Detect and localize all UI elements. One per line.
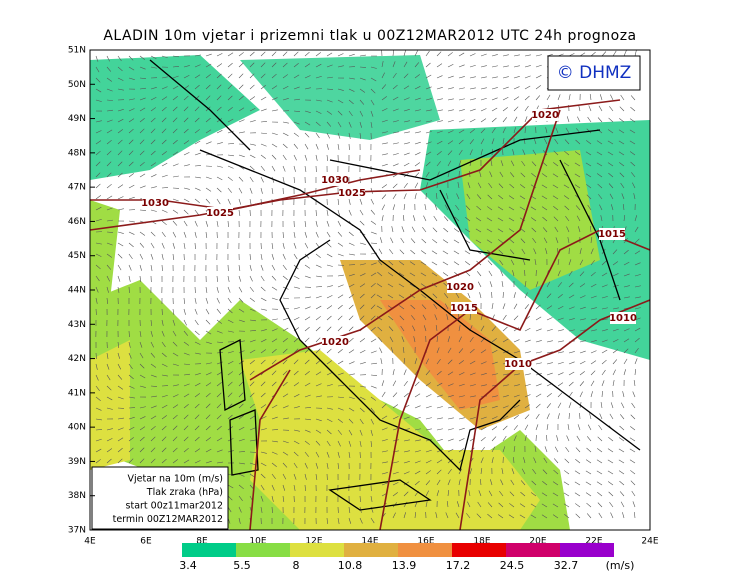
color-segment — [398, 543, 452, 557]
colorbar-label: 24.5 — [500, 559, 525, 572]
colorbar-label: 17.2 — [446, 559, 471, 572]
lat-label: 48N — [68, 148, 86, 158]
lat-label: 45N — [68, 251, 86, 261]
legend-line: start 00z11mar2012 — [126, 501, 223, 512]
color-segment — [506, 543, 560, 557]
lat-label: 43N — [68, 320, 86, 330]
color-segment — [452, 543, 506, 557]
colorbar-label: 32.7 — [554, 559, 579, 572]
logo: © DHMZ — [557, 63, 632, 83]
isobar-label: 1020 — [321, 337, 349, 348]
colorbar-label: 5.5 — [233, 559, 251, 572]
lat-label: 50N — [68, 80, 86, 90]
title: ALADIN 10m vjetar i prizemni tlak u 00Z1… — [103, 28, 636, 44]
color-segment — [290, 543, 344, 557]
lat-label: 49N — [68, 114, 86, 124]
lat-label: 42N — [68, 354, 86, 364]
legend-line: Tlak zraka (hPa) — [146, 487, 223, 498]
lat-label: 37N — [68, 526, 86, 536]
isobar-label: 1020 — [531, 110, 559, 121]
lon-label: 6E — [140, 537, 152, 547]
wind-field — [90, 50, 650, 530]
isobar-label: 1015 — [450, 303, 478, 314]
colorbar-label: 3.4 — [179, 559, 197, 572]
isobar-label: 1030 — [141, 198, 169, 209]
lat-label: 40N — [68, 423, 86, 433]
color-segment — [560, 543, 614, 557]
lat-label: 39N — [68, 457, 86, 467]
lon-label: 24E — [641, 537, 658, 547]
color-segment — [182, 543, 236, 557]
isobar-label: 1020 — [446, 282, 474, 293]
colorbar-label: 10.8 — [338, 559, 363, 572]
lat-label: 46N — [68, 217, 86, 227]
colorbar-unit: (m/s) — [606, 559, 635, 572]
wind-area — [90, 340, 130, 470]
lat-label: 44N — [68, 286, 86, 296]
isobar-label: 1030 — [321, 175, 349, 186]
lat-label: 51N — [68, 46, 86, 56]
colorbar-label: 13.9 — [392, 559, 417, 572]
lat-label: 38N — [68, 491, 86, 501]
color-segment — [344, 543, 398, 557]
isobar-label: 1015 — [598, 229, 626, 240]
lon-label: 4E — [84, 537, 96, 547]
color-segment — [236, 543, 290, 557]
legend-line: Vjetar na 10m (m/s) — [128, 474, 224, 485]
lat-label: 47N — [68, 183, 86, 193]
isobar-label: 1010 — [504, 359, 532, 370]
isobar-label: 1025 — [206, 208, 234, 219]
legend-line: termin 00Z12MAR2012 — [113, 514, 223, 525]
lat-label: 41N — [68, 388, 86, 398]
isobar-label: 1025 — [338, 188, 366, 199]
isobar-label: 1010 — [609, 313, 637, 324]
colorbar-label: 8 — [293, 559, 300, 572]
